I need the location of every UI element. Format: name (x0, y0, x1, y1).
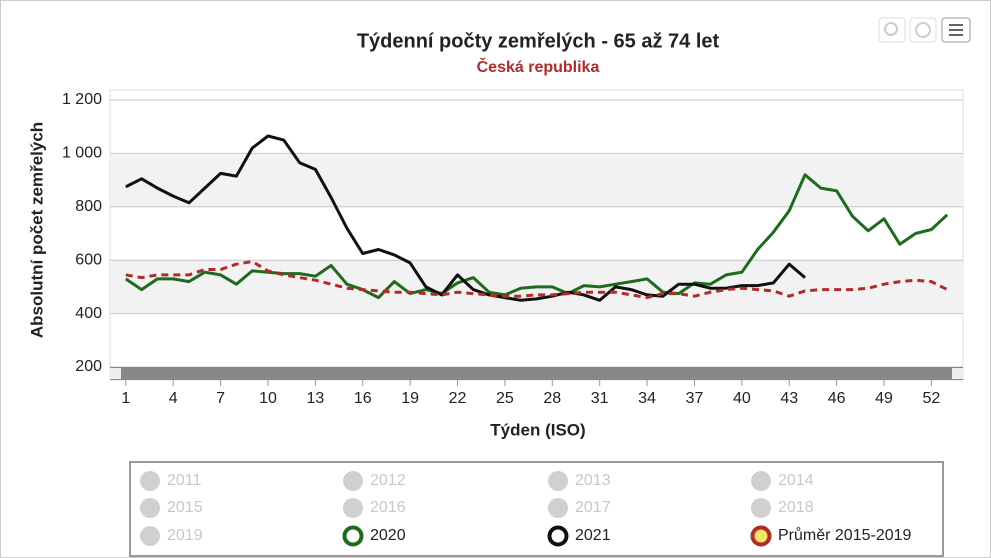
zoom-button[interactable] (878, 17, 906, 43)
scroll-right[interactable] (952, 368, 963, 379)
legend-icon (750, 525, 772, 547)
x-tick-label: 28 (543, 390, 561, 407)
zoom-icon (884, 22, 898, 36)
legend (129, 461, 944, 557)
x-tick-label: 46 (828, 390, 846, 407)
reset-icon (915, 22, 931, 38)
legend-icon (140, 526, 160, 546)
chart-title: Týdenní počty zemřelých - 65 až 74 let (357, 30, 720, 52)
y-tick-label: 800 (75, 198, 102, 215)
x-tick-label: 43 (780, 390, 798, 407)
x-tick-label: 1 (121, 390, 130, 407)
legend-icon (140, 471, 160, 491)
reset-button[interactable] (909, 17, 937, 43)
legend-icon (140, 498, 160, 518)
legend-label[interactable]: 2014 (778, 472, 814, 489)
x-tick-label: 10 (259, 390, 277, 407)
y-tick-label: 600 (75, 251, 102, 268)
y-tick-label: 200 (75, 358, 102, 375)
grid-band (110, 153, 963, 207)
legend-icon (547, 525, 569, 547)
x-tick-label: 49 (875, 390, 893, 407)
legend-icon (342, 525, 364, 547)
x-tick-label: 4 (169, 390, 178, 407)
legend-icon (751, 498, 771, 518)
x-axis-label: Týden (ISO) (490, 420, 585, 439)
x-tick-label: 13 (306, 390, 324, 407)
x-tick-label: 34 (638, 390, 656, 407)
y-tick-label: 1 000 (62, 145, 102, 162)
legend-label[interactable]: 2013 (575, 472, 611, 489)
legend-label[interactable]: 2017 (575, 499, 611, 516)
series-line (124, 173, 949, 300)
legend-label[interactable]: 2018 (778, 499, 814, 516)
x-tick-label: 7 (216, 390, 225, 407)
scrollbar[interactable] (110, 367, 963, 380)
x-tick-label: 22 (449, 390, 467, 407)
y-axis-label: Absolutní počet zemřelých (27, 122, 46, 338)
menu-icon (949, 24, 963, 36)
toolbar (878, 17, 971, 43)
grid (110, 99, 963, 368)
legend-label[interactable]: 2015 (167, 499, 203, 516)
legend-label[interactable]: 2020 (370, 527, 406, 544)
x-tick-label: 16 (354, 390, 372, 407)
legend-label[interactable]: 2019 (167, 527, 203, 544)
series-line (125, 134, 806, 302)
legend-icon (751, 471, 771, 491)
legend-label[interactable]: 2016 (370, 499, 406, 516)
x-tick-label: 52 (923, 390, 941, 407)
x-tick-label: 31 (591, 390, 609, 407)
x-tick-label: 40 (733, 390, 751, 407)
plot-area (109, 89, 964, 381)
legend-label[interactable]: 2011 (167, 472, 202, 489)
chart-subtitle: Česká republika (477, 57, 600, 76)
x-tick-label: 19 (401, 390, 419, 407)
scroll-left[interactable] (110, 368, 121, 379)
legend-label[interactable]: 2021 (575, 527, 611, 544)
bands (110, 153, 963, 314)
legend-icon (343, 498, 363, 518)
series-line (125, 260, 948, 300)
legend-icon (548, 471, 568, 491)
legend-icon (548, 498, 568, 518)
x-tick-label: 25 (496, 390, 514, 407)
legend-label[interactable]: Průměr 2015-2019 (778, 526, 912, 544)
y-tick-label: 400 (75, 305, 102, 322)
legend-label[interactable]: 2012 (370, 472, 406, 489)
legend-icon (343, 471, 363, 491)
x-tick-label: 37 (686, 390, 704, 407)
y-tick-label: 1 200 (62, 91, 102, 108)
